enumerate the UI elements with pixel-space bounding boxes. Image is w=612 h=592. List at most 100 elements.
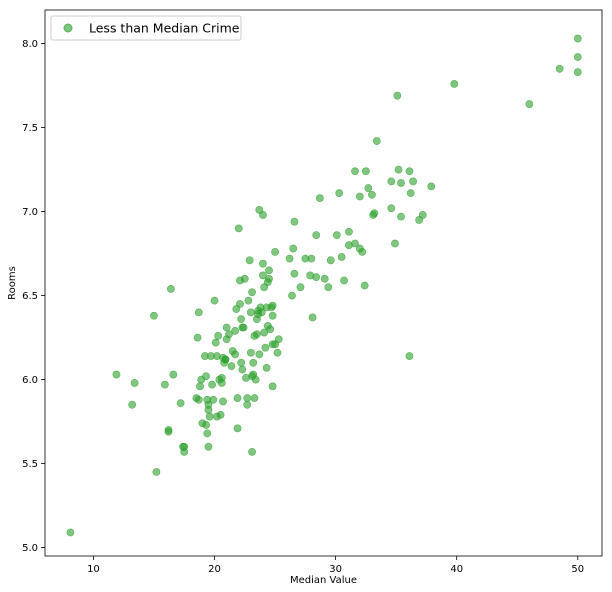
data-point bbox=[233, 424, 242, 433]
y-tick-label: 6.0 bbox=[22, 375, 38, 386]
data-point bbox=[271, 248, 279, 256]
legend: Less than Median Crime bbox=[50, 15, 242, 41]
data-point bbox=[285, 254, 294, 263]
data-point bbox=[204, 442, 213, 451]
data-point bbox=[252, 330, 261, 339]
data-point bbox=[237, 358, 246, 367]
data-point bbox=[290, 217, 299, 226]
data-point bbox=[326, 256, 335, 265]
data-point bbox=[203, 429, 212, 438]
data-point bbox=[266, 325, 275, 334]
data-point bbox=[409, 177, 417, 186]
data-point bbox=[152, 468, 161, 476]
data-point bbox=[128, 400, 137, 409]
data-point bbox=[427, 182, 436, 191]
data-point bbox=[274, 335, 283, 344]
data-point bbox=[246, 348, 255, 357]
data-point bbox=[405, 352, 414, 360]
data-point bbox=[288, 291, 296, 300]
data-point bbox=[112, 370, 121, 379]
data-point bbox=[245, 256, 254, 265]
x-tick-label: 20 bbox=[208, 564, 221, 575]
data-point bbox=[231, 326, 240, 335]
data-point bbox=[164, 427, 173, 436]
data-point bbox=[332, 231, 341, 240]
data-point bbox=[397, 212, 405, 221]
data-point bbox=[194, 395, 203, 404]
data-point bbox=[251, 375, 260, 384]
data-point bbox=[240, 274, 249, 283]
data-point bbox=[210, 296, 219, 305]
data-point bbox=[364, 184, 373, 192]
data-point bbox=[260, 328, 269, 337]
data-point bbox=[307, 254, 316, 263]
data-point bbox=[296, 283, 305, 292]
data-point bbox=[261, 343, 270, 352]
data-point bbox=[340, 276, 348, 285]
data-point bbox=[308, 313, 317, 322]
data-point bbox=[418, 211, 427, 219]
data-point bbox=[204, 405, 213, 414]
data-point bbox=[360, 281, 369, 290]
data-point bbox=[268, 311, 277, 320]
data-point bbox=[250, 394, 259, 402]
data-point bbox=[169, 370, 178, 379]
data-point bbox=[239, 323, 248, 332]
data-point bbox=[217, 374, 226, 382]
data-point bbox=[167, 284, 175, 293]
data-point bbox=[320, 274, 329, 283]
plot-area-frame bbox=[44, 9, 603, 557]
data-point bbox=[337, 253, 346, 261]
data-point bbox=[243, 400, 252, 409]
data-point bbox=[312, 231, 321, 240]
data-point bbox=[450, 80, 459, 88]
data-point bbox=[233, 394, 242, 402]
data-point bbox=[216, 410, 225, 419]
x-tick-label: 40 bbox=[450, 564, 463, 575]
data-point bbox=[202, 421, 210, 429]
x-axis-label: Median Value bbox=[290, 575, 357, 586]
data-point bbox=[259, 271, 267, 280]
axis-ticks: 10 20 30 40 50 5.0 5.5 6.0 6.5 7.0 7.5 8.0 bbox=[22, 39, 584, 575]
data-point bbox=[351, 239, 359, 248]
data-point bbox=[394, 165, 403, 174]
data-point bbox=[209, 395, 218, 404]
data-point bbox=[243, 394, 252, 402]
data-point bbox=[372, 137, 381, 145]
y-axis-label: Rooms bbox=[7, 266, 18, 300]
data-point bbox=[255, 350, 264, 359]
data-point bbox=[219, 397, 227, 406]
data-point bbox=[312, 273, 321, 282]
data-point bbox=[289, 244, 298, 253]
data-point bbox=[193, 333, 202, 342]
data-point bbox=[194, 308, 203, 317]
data-point bbox=[237, 315, 246, 324]
data-point bbox=[268, 301, 277, 310]
data-point bbox=[273, 348, 282, 357]
data-point bbox=[238, 365, 247, 374]
x-tick-label: 30 bbox=[329, 564, 342, 575]
data-point bbox=[358, 248, 367, 256]
data-point bbox=[244, 296, 253, 305]
y-tick-label: 7.0 bbox=[22, 207, 38, 218]
data-point bbox=[368, 190, 376, 199]
data-point bbox=[387, 204, 396, 213]
data-point bbox=[315, 194, 324, 203]
data-point bbox=[525, 100, 534, 108]
data-point bbox=[214, 332, 223, 340]
data-point bbox=[246, 308, 255, 317]
legend-marker bbox=[63, 23, 73, 33]
data-point bbox=[324, 283, 333, 292]
data-point bbox=[160, 380, 169, 389]
y-tick-label: 6.5 bbox=[22, 291, 38, 302]
data-point bbox=[259, 211, 267, 219]
data-point bbox=[231, 350, 240, 359]
data-point bbox=[234, 224, 243, 233]
data-point bbox=[573, 68, 582, 77]
data-point bbox=[248, 447, 256, 456]
data-point bbox=[345, 227, 353, 236]
x-tick-label: 10 bbox=[87, 564, 100, 575]
data-point bbox=[573, 53, 582, 61]
data-point bbox=[236, 300, 244, 308]
